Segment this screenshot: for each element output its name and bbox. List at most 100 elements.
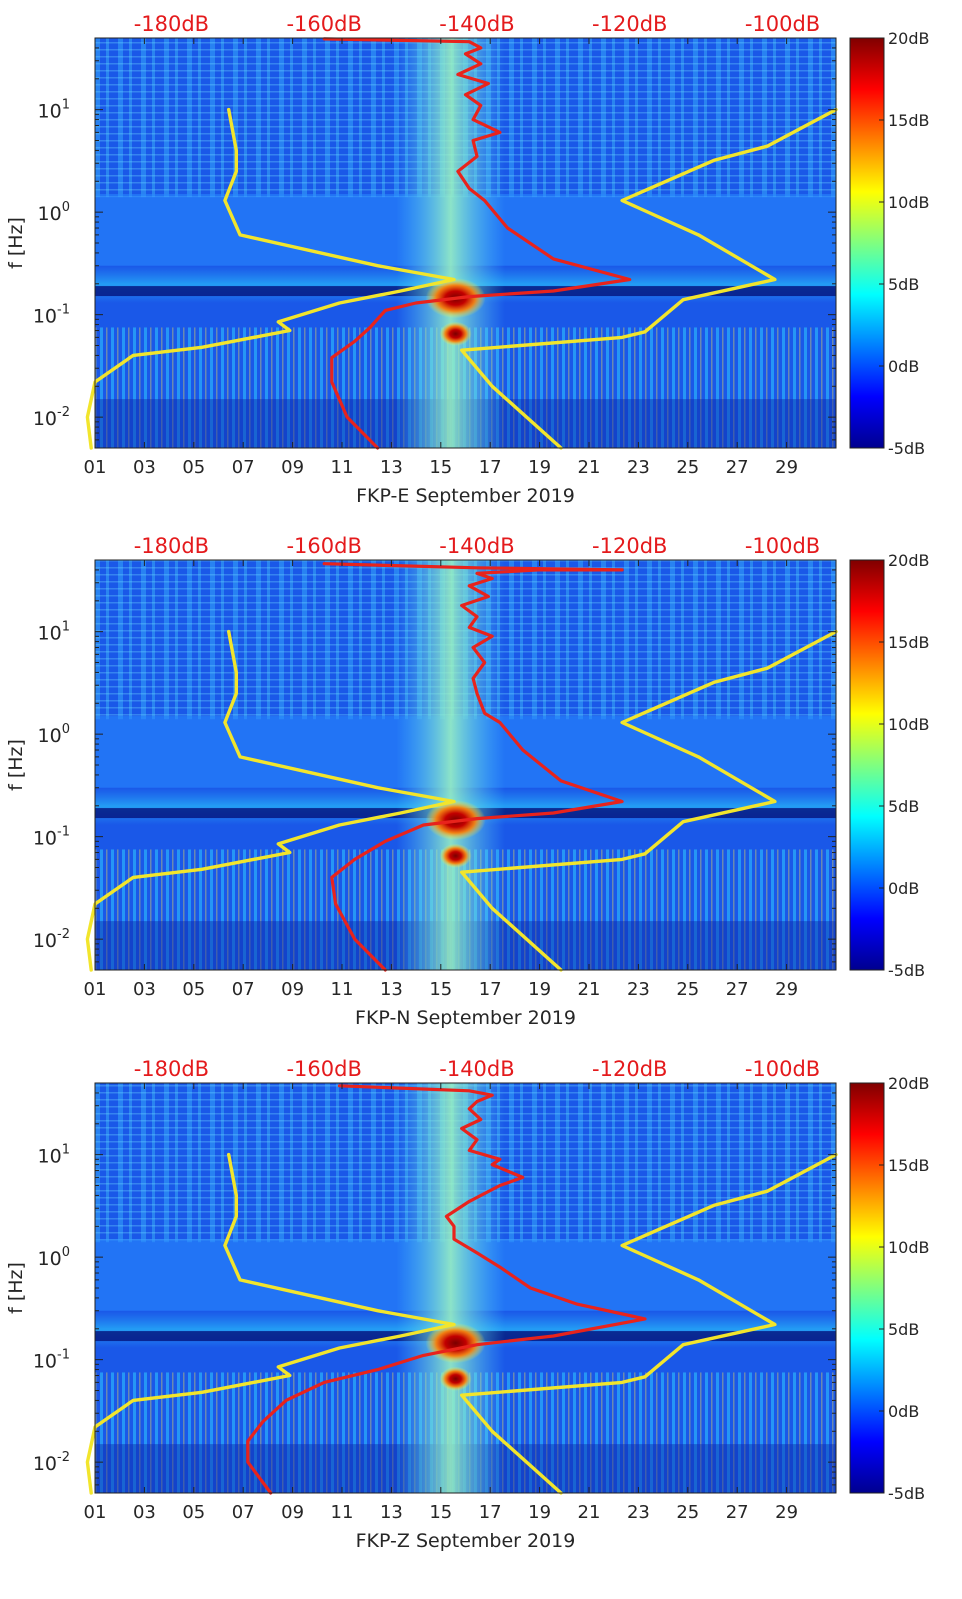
y-tick-label: 101 (38, 1143, 70, 1168)
x-tick-label: 29 (775, 979, 798, 1000)
y-tick-exponent: -1 (57, 825, 70, 840)
x-tick-label: 27 (726, 979, 749, 1000)
x-tick-label: 23 (627, 457, 650, 478)
storm-hotspot-low (439, 843, 472, 868)
y-tick-label: 101 (38, 98, 70, 123)
x-tick-label: 07 (232, 457, 255, 478)
red-station-psd (322, 37, 632, 450)
x-tick-label: 29 (775, 1502, 798, 1523)
x-tick-label: 01 (84, 1502, 107, 1523)
y-tick-label: 100 (38, 200, 70, 225)
storm-glow (396, 1083, 506, 1493)
y-tick-base: 10 (33, 930, 57, 952)
colorbar-tick-label: 0dB (888, 1402, 919, 1421)
db-axis-label: -120dB (592, 534, 667, 558)
storm-hotspot-low (439, 1366, 472, 1391)
storm-hotspot-low (439, 321, 472, 346)
x-tick-label: 05 (182, 979, 205, 1000)
y-tick-exponent: 0 (62, 200, 70, 215)
colorbar-tick-label: 10dB (888, 1238, 930, 1257)
x-tick-label: 11 (331, 457, 354, 478)
y-tick-base: 10 (38, 623, 62, 645)
y-tick-base: 10 (38, 725, 62, 747)
db-axis-label: -140dB (439, 12, 514, 36)
colorbar-gradient (849, 1082, 885, 1494)
db-axis-label: -140dB (439, 1057, 514, 1081)
y-tick-label: 10-2 (33, 1450, 70, 1475)
x-tick-label: 23 (627, 979, 650, 1000)
y-tick-label: 101 (38, 620, 70, 645)
colorbar-tick-label: 0dB (888, 879, 919, 898)
x-tick-label: 19 (528, 457, 551, 478)
x-tick-label: 23 (627, 1502, 650, 1523)
x-tick-label: 27 (726, 1502, 749, 1523)
colorbar: 20dB 15dB 10dB 5dB 0dB -5dB (849, 29, 930, 458)
yellow-low-noise-model (85, 1152, 456, 1495)
x-tick-label: 15 (429, 457, 452, 478)
db-axis-label: -160dB (286, 534, 361, 558)
y-tick-exponent: -2 (57, 1450, 70, 1465)
y-tick-exponent: 1 (62, 1143, 70, 1158)
y-tick-label: 100 (38, 1245, 70, 1270)
db-axis-label: -180dB (134, 534, 209, 558)
x-tick-label: 19 (528, 979, 551, 1000)
y-axis-label: f [Hz] (5, 217, 27, 269)
y-tick-base: 10 (33, 306, 57, 328)
x-tick-label: 01 (84, 457, 107, 478)
colorbar-tick-label: 5dB (888, 1320, 919, 1339)
x-tick-label: 03 (133, 1502, 156, 1523)
storm-glow (396, 560, 506, 970)
colorbar-tick-label: -5dB (888, 439, 925, 458)
x-tick-label: 19 (528, 1502, 551, 1523)
colorbar-tick-label: 15dB (888, 111, 930, 130)
x-tick-label: 09 (281, 1502, 304, 1523)
x-tick-label: 13 (380, 457, 403, 478)
y-axis-label: f [Hz] (5, 739, 27, 791)
y-tick-base: 10 (38, 1146, 62, 1168)
y-tick-exponent: -1 (57, 303, 70, 318)
colorbar-tick-label: 15dB (888, 1156, 930, 1175)
x-tick-label: 21 (578, 457, 601, 478)
red-station-psd (246, 1084, 647, 1495)
colorbar-tick-label: 10dB (888, 715, 930, 734)
y-axis-label: f [Hz] (5, 1262, 27, 1314)
x-tick-label: 03 (133, 979, 156, 1000)
y-tick-base: 10 (38, 101, 62, 123)
db-axis-label: -100dB (745, 534, 820, 558)
yellow-low-noise-model (85, 629, 456, 972)
x-tick-label: 21 (578, 1502, 601, 1523)
x-tick-label: 07 (232, 979, 255, 1000)
y-tick-base: 10 (38, 203, 62, 225)
x-tick-label: 17 (479, 979, 502, 1000)
x-tick-label: 05 (182, 1502, 205, 1523)
x-tick-label: 25 (676, 457, 699, 478)
x-tick-label: 01 (84, 979, 107, 1000)
y-tick-label: 10-1 (33, 1348, 70, 1373)
x-tick-label: 15 (429, 1502, 452, 1523)
y-tick-label: 10-2 (33, 927, 70, 952)
x-tick-label: 13 (380, 979, 403, 1000)
y-tick-exponent: 0 (62, 1245, 70, 1260)
y-tick-exponent: -2 (57, 927, 70, 942)
x-tick-label: 09 (281, 457, 304, 478)
x-tick-label: 21 (578, 979, 601, 1000)
x-tick-label: 29 (775, 457, 798, 478)
db-axis-label: -100dB (745, 1057, 820, 1081)
db-axis-label: -120dB (592, 12, 667, 36)
colorbar-tick-label: -5dB (888, 961, 925, 980)
yellow-high-noise-model (460, 107, 838, 450)
db-axis-label: -160dB (286, 1057, 361, 1081)
x-tick-label: 15 (429, 979, 452, 1000)
spectrogram-image (95, 1083, 836, 1493)
y-tick-base: 10 (33, 1351, 57, 1373)
x-tick-label: 11 (331, 979, 354, 1000)
colorbar-tick-label: 5dB (888, 275, 919, 294)
red-station-psd (322, 562, 624, 972)
y-tick-exponent: 1 (62, 620, 70, 635)
colorbar-tick-label: 5dB (888, 797, 919, 816)
colorbar-tick-label: -5dB (888, 1484, 925, 1503)
